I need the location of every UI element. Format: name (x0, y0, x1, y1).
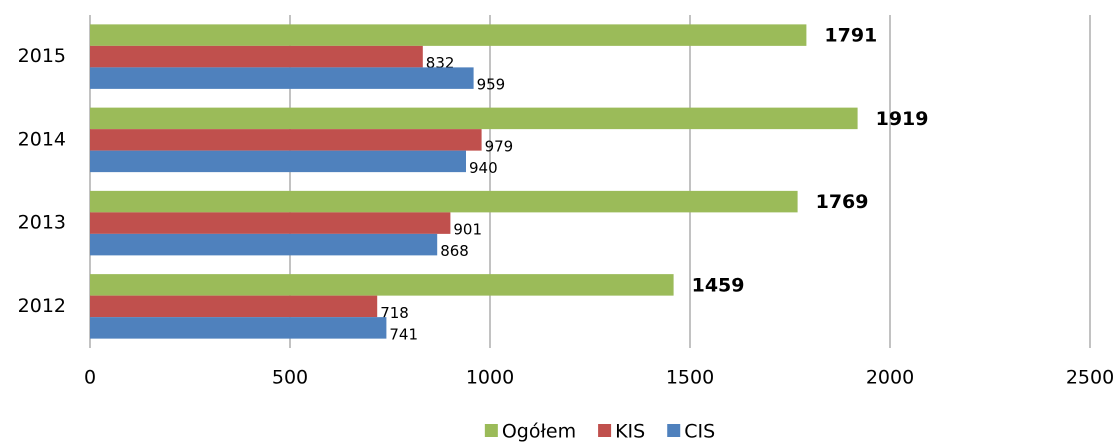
legend-swatch (667, 424, 681, 437)
bar (90, 67, 474, 89)
legend-swatch (598, 424, 612, 437)
bar (90, 190, 798, 213)
value-label: 1791 (824, 25, 877, 47)
value-label: 1919 (876, 108, 929, 130)
bar (90, 129, 482, 151)
bar (90, 233, 438, 256)
bar (90, 317, 387, 339)
y-tick-label: 2015 (18, 45, 66, 67)
bar (90, 212, 451, 234)
x-tick-label: 1500 (666, 367, 714, 389)
value-label: 1459 (692, 274, 745, 296)
bar (90, 295, 378, 318)
bar (90, 24, 807, 46)
legend-label: CIS (684, 421, 715, 443)
x-tick-label: 500 (272, 367, 308, 389)
bar (90, 107, 858, 130)
value-label: 718 (380, 304, 409, 322)
bar (90, 150, 466, 173)
value-label: 1769 (816, 191, 869, 213)
x-tick-label: 1000 (466, 367, 514, 389)
x-tick-label: 0 (84, 367, 96, 389)
y-tick-label: 2014 (18, 128, 66, 150)
legend-label: KIS (615, 421, 645, 443)
value-label: 868 (440, 242, 469, 260)
value-label: 901 (453, 221, 482, 239)
legend-label: Ogółem (502, 421, 576, 443)
value-label: 979 (485, 137, 514, 155)
value-label: 741 (389, 325, 418, 343)
x-tick-label: 2000 (866, 367, 914, 389)
value-label: 959 (477, 76, 506, 94)
x-tick-label: 2500 (1066, 367, 1114, 389)
bar (90, 274, 674, 296)
legend-swatch (484, 424, 498, 437)
bar (90, 45, 423, 68)
value-label: 940 (469, 159, 498, 177)
y-tick-label: 2013 (18, 212, 66, 234)
y-tick-label: 2012 (18, 295, 66, 317)
